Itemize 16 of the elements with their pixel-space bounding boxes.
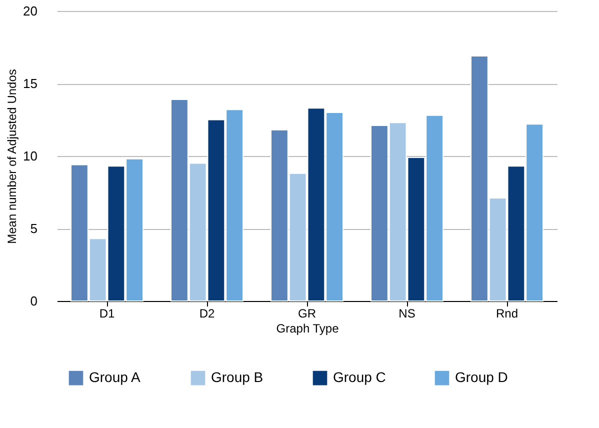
legend-label: Group B bbox=[211, 369, 264, 386]
y-tick-label: 15 bbox=[23, 76, 38, 91]
y-axis-title: Mean number of Adjusted Undos bbox=[5, 69, 20, 244]
legend-label: Group D bbox=[455, 369, 508, 386]
y-tick-label: 20 bbox=[23, 4, 38, 18]
x-tick-label: NS bbox=[398, 306, 416, 320]
legend-label: Group A bbox=[89, 369, 142, 386]
legend-label: Group C bbox=[333, 369, 386, 386]
y-tick-label: 10 bbox=[23, 148, 38, 164]
x-tick-label: D2 bbox=[199, 306, 215, 320]
x-tick-label: GR bbox=[298, 306, 316, 320]
x-tick-label: Rnd bbox=[496, 306, 518, 320]
y-tick-label: 0 bbox=[30, 294, 38, 308]
y-tick-label: 5 bbox=[30, 221, 38, 236]
x-tick-label: D1 bbox=[99, 306, 115, 320]
x-axis-title: Graph Type bbox=[276, 322, 340, 336]
